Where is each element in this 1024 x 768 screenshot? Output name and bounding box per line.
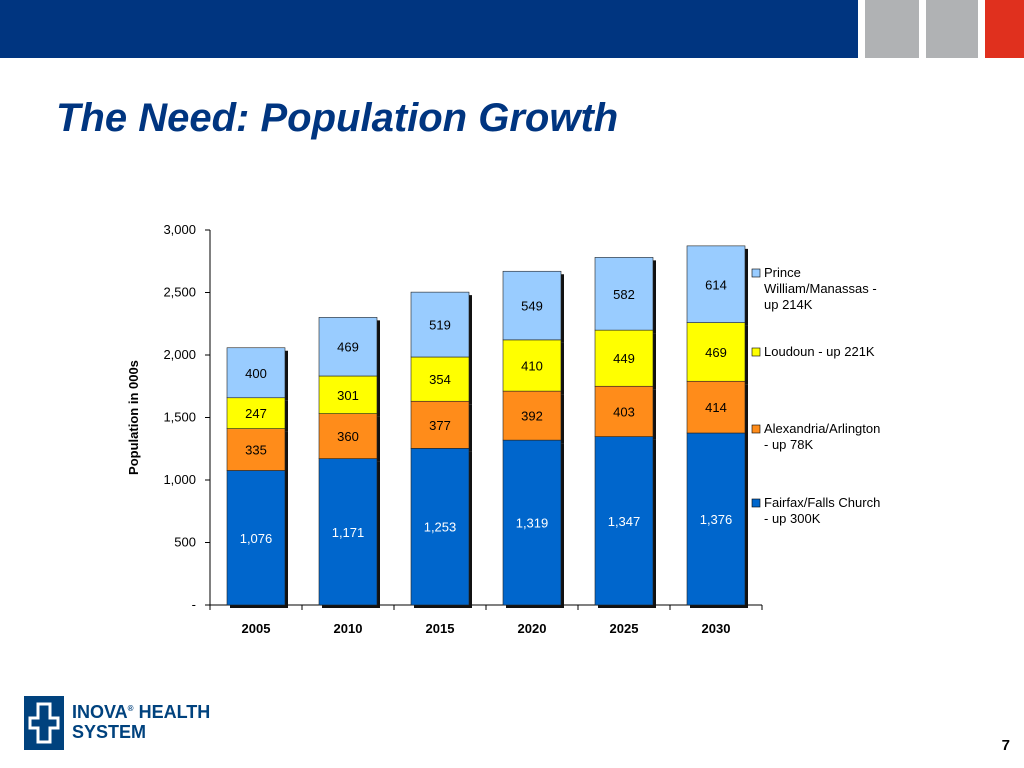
bar-segment-2030-3 [686, 322, 746, 382]
data-label: 549 [521, 299, 543, 314]
y-tick-label: 500 [174, 535, 196, 550]
header-accent-red [985, 0, 1024, 58]
legend-label: Fairfax/Falls Church - up 300K [764, 495, 880, 526]
bar-segment-2015-3 [410, 356, 470, 402]
bar-segment-2005-2 [226, 428, 286, 471]
inova-logo: INOVA® HEALTH SYSTEM [24, 696, 224, 750]
legend-label: Loudoun - up 221K [764, 344, 875, 359]
bar-segment-2025-4 [594, 257, 654, 331]
data-label: 247 [245, 406, 267, 421]
data-label: 614 [705, 277, 727, 292]
x-tick-label: 2015 [426, 621, 455, 636]
y-tick-label: 2,500 [163, 285, 196, 300]
x-tick-label: 2020 [518, 621, 547, 636]
bar-segment-2025-3 [594, 329, 654, 387]
data-label: 1,253 [424, 520, 457, 535]
bar-segment-2030-2 [686, 380, 746, 434]
data-label: 335 [245, 443, 267, 458]
bar-segment-2015-1 [410, 448, 470, 606]
y-tick-label: 2,000 [163, 347, 196, 362]
data-label: 354 [429, 372, 451, 387]
header-accent-grey [865, 0, 919, 58]
data-label: 469 [337, 340, 359, 355]
data-label: 469 [705, 345, 727, 360]
y-axis-title: Population in 000s [126, 360, 141, 475]
bar-segment-2020-4 [502, 270, 562, 341]
y-tick-label: 1,500 [163, 410, 196, 425]
x-tick-label: 2005 [242, 621, 271, 636]
data-label: 1,319 [516, 516, 549, 531]
legend-swatch [751, 268, 761, 278]
bar-segment-2005-4 [226, 347, 286, 399]
data-label: 403 [613, 404, 635, 419]
legend-swatch [751, 498, 761, 508]
bar-segment-2010-1 [318, 458, 378, 606]
data-label: 1,376 [700, 512, 733, 527]
data-label: 410 [521, 359, 543, 374]
data-label: 400 [245, 366, 267, 381]
cross-logo-icon [24, 696, 64, 750]
data-label: 582 [613, 287, 635, 302]
data-label: 360 [337, 429, 359, 444]
data-label: 301 [337, 388, 359, 403]
bar-segment-2020-1 [502, 439, 562, 606]
data-label: 519 [429, 318, 451, 333]
bar-segment-2010-4 [318, 317, 378, 377]
x-tick-label: 2025 [610, 621, 639, 636]
slide-title: The Need: Population Growth [56, 96, 619, 140]
logo-text-line2: SYSTEM [72, 722, 147, 742]
legend-swatch [751, 424, 761, 434]
data-label: 392 [521, 409, 543, 424]
bar-segment-2015-4 [410, 291, 470, 358]
data-label: 414 [705, 400, 727, 415]
legend-label: Prince William/Manassas -up 214K [764, 265, 877, 312]
header-accent-grey [926, 0, 978, 58]
bar-segment-2030-4 [686, 245, 746, 323]
data-label: 1,347 [608, 514, 641, 529]
legend-swatch [751, 347, 761, 357]
y-tick-label: 3,000 [163, 222, 196, 237]
y-tick-label: 1,000 [163, 472, 196, 487]
x-tick-label: 2010 [334, 621, 363, 636]
bar-segment-2020-2 [502, 390, 562, 441]
legend-label: Alexandria/Arlington - up 78K [764, 421, 880, 452]
page-number: 7 [1001, 737, 1010, 754]
bar-segment-2010-3 [318, 375, 378, 414]
data-label: 1,076 [240, 531, 273, 546]
x-tick-label: 2030 [702, 621, 731, 636]
bar-segment-2010-2 [318, 413, 378, 459]
bar-segment-2030-1 [686, 432, 746, 606]
bar-segment-2025-1 [594, 436, 654, 606]
data-label: 377 [429, 418, 451, 433]
data-label: 449 [613, 351, 635, 366]
data-label: 1,171 [332, 525, 365, 540]
y-tick-label: - [192, 597, 196, 612]
header-bar [0, 0, 858, 58]
bar-segment-2015-2 [410, 400, 470, 449]
bar-segment-2005-3 [226, 397, 286, 429]
logo-text-line1: INOVA® HEALTH [72, 702, 211, 722]
